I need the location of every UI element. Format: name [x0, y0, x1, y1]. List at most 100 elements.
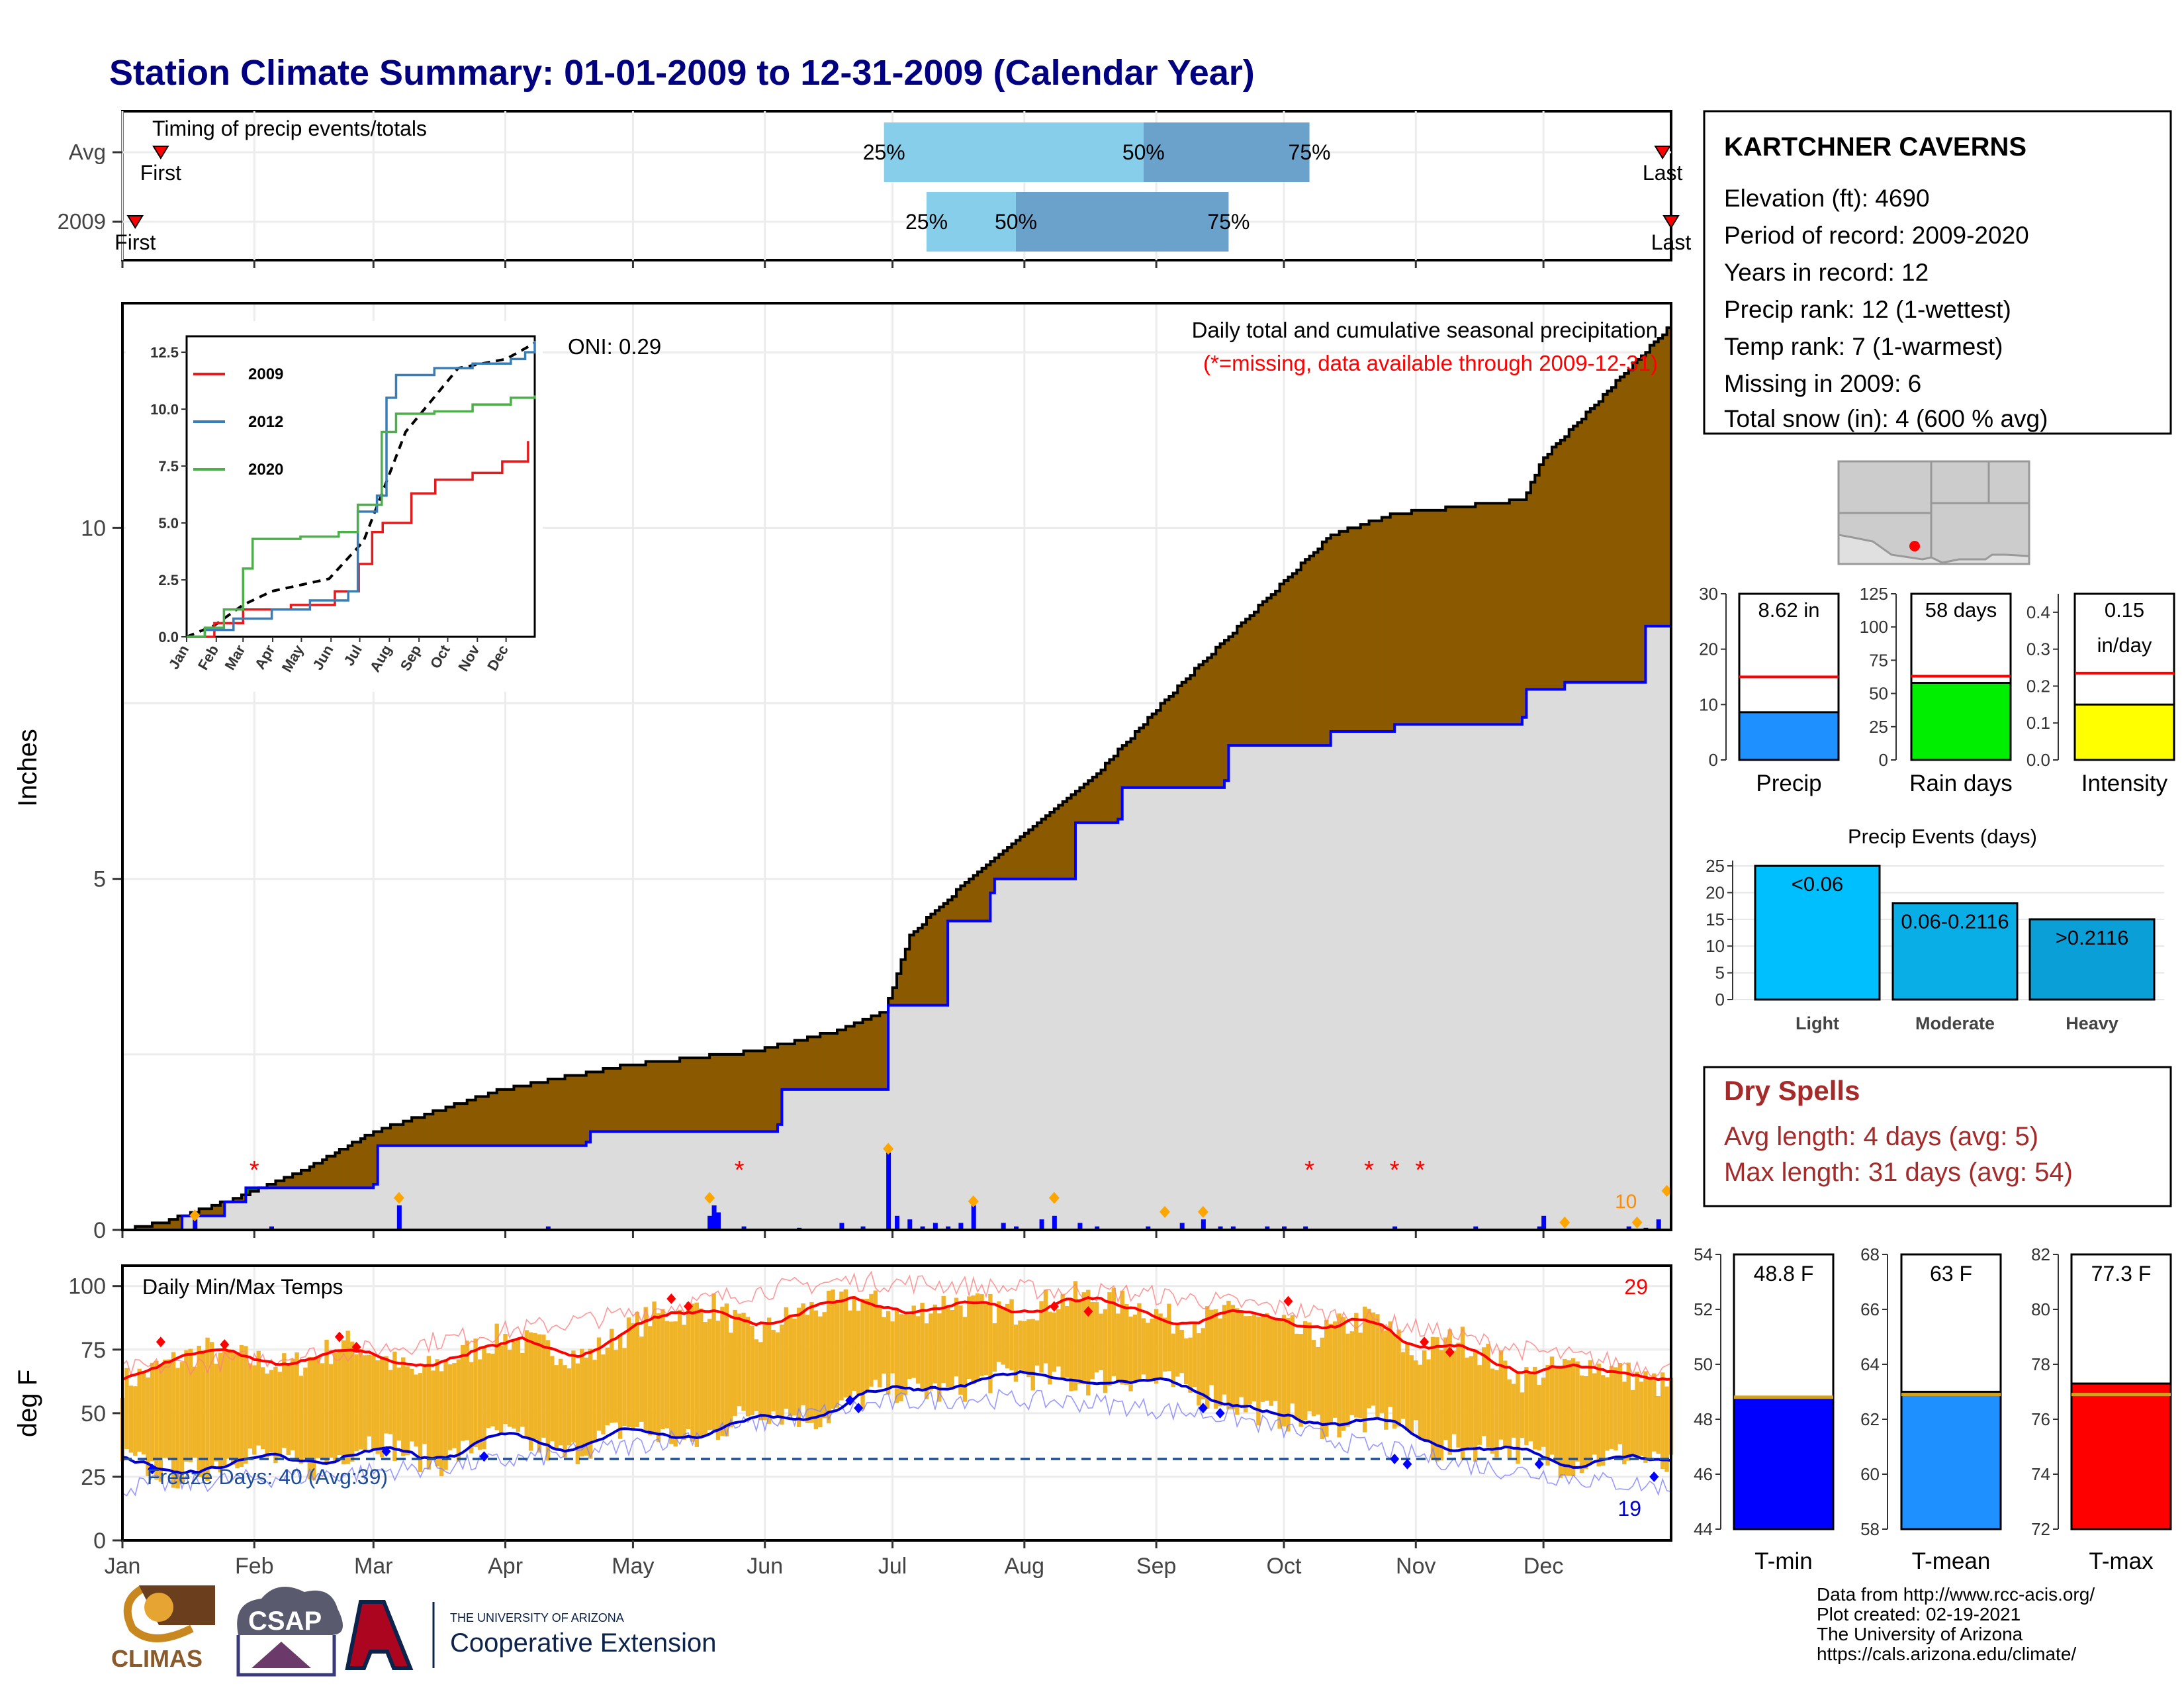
daily-temp-bar [1332, 1321, 1338, 1418]
month-label: Mar [354, 1554, 393, 1579]
daily-temp-bar [1052, 1312, 1057, 1372]
daily-temp-bar [882, 1317, 886, 1374]
daily-temp-bar [869, 1293, 874, 1387]
daily-temp-bar [971, 1295, 976, 1385]
daily-temp-bar [1111, 1288, 1116, 1376]
summary-bar-raindays [1910, 682, 2012, 761]
credit-line-created: Plot created: 02-19-2021 [1817, 1604, 2021, 1624]
inset-ytick-label: 10.0 [150, 401, 179, 418]
daily-temp-bar [975, 1293, 980, 1380]
events-ytick-label: 25 [1706, 856, 1725, 876]
credits: Data from http://www.rcc-acis.org/ Plot … [1817, 1584, 2095, 1664]
temp-summary-ytick-label: 68 [1860, 1244, 1880, 1264]
summary-value-label: 58 days [1925, 598, 1997, 622]
daily-temp-bar [1498, 1350, 1504, 1440]
daily-temp-bar [682, 1325, 686, 1440]
temps-count-max: 29 [1624, 1275, 1648, 1299]
daily-temp-bar [1358, 1333, 1363, 1419]
max-temp-record-marker [1420, 1336, 1430, 1348]
daily-temp-bar [273, 1366, 278, 1464]
daily-temp-bar [639, 1336, 644, 1422]
inset-ytick-label: 5.0 [158, 515, 179, 532]
daily-temp-bar [550, 1356, 555, 1442]
station-line-period: Period of record: 2009-2020 [1724, 222, 2029, 249]
credit-line-url: https://cals.arizona.edu/climate/ [1817, 1644, 2076, 1664]
max-temp-record-marker [684, 1301, 693, 1312]
daily-temp-bar [899, 1314, 903, 1401]
daily-temp-bar [1005, 1303, 1010, 1369]
events-bar-label: >0.2116 [2056, 926, 2129, 949]
daily-temp-bar [452, 1363, 457, 1448]
daily-temp-bar [392, 1351, 397, 1462]
daily-temp-bar [601, 1354, 606, 1434]
daily-temp-bar [1537, 1385, 1541, 1451]
precip-end-count: 10 [1615, 1191, 1637, 1213]
daily-temp-bar [1367, 1309, 1371, 1409]
daily-precip-bar [1541, 1215, 1547, 1230]
daily-temp-bar [239, 1344, 244, 1468]
daily-temp-bar [737, 1313, 742, 1407]
cumulative-2009-line [122, 624, 1671, 1231]
temp-summary-ytick-label: 76 [2031, 1409, 2050, 1429]
daily-temp-bar [141, 1373, 146, 1455]
daily-temp-bar [1379, 1323, 1385, 1413]
daily-temp-bar [1150, 1319, 1154, 1380]
daily-temp-bar [146, 1377, 150, 1476]
summary-ytick-label: 50 [1869, 684, 1888, 704]
daily-temp-bar [252, 1365, 257, 1455]
climas-logo: CLIMAS [111, 1585, 215, 1672]
daily-temp-bar [1230, 1305, 1236, 1409]
temp-summary-ytick-label: 66 [1860, 1299, 1880, 1319]
daily-temp-bar [1524, 1367, 1529, 1446]
daily-temp-bar [856, 1311, 861, 1395]
daily-temp-bar [1422, 1350, 1427, 1440]
daily-precip-bar [1282, 1226, 1287, 1230]
daily-temp-bar [1137, 1303, 1142, 1380]
events-bar-moderate [1891, 902, 2019, 1001]
daily-temp-bar [133, 1386, 138, 1456]
daily-temp-bar [911, 1305, 916, 1378]
temp-summary-ytick-label: 54 [1694, 1244, 1713, 1264]
daily-temp-bar [375, 1360, 380, 1454]
max-temp-record-marker [1283, 1295, 1293, 1307]
daily-temp-bar [733, 1309, 737, 1416]
daily-temp-bar [558, 1358, 563, 1446]
temps-ylabel: deg F [13, 1370, 42, 1437]
daily-temp-bar [588, 1348, 593, 1459]
cumulative-avg-line [122, 324, 1672, 1231]
max-temp-record-marker [1083, 1306, 1093, 1317]
daily-temp-bar [1222, 1305, 1227, 1395]
month-label: Jun [747, 1554, 783, 1579]
events-category-label: Moderate [1915, 1013, 1995, 1033]
temp-record-envelope [122, 1270, 1672, 1378]
daily-temp-bar [1018, 1320, 1023, 1370]
daily-precip-marker [1631, 1216, 1643, 1229]
station-line-missing: Missing in 2009: 6 [1724, 370, 1921, 397]
daily-temp-bar [1647, 1376, 1653, 1460]
daily-temp-bar [1465, 1357, 1469, 1449]
daily-precip-bar [1265, 1226, 1270, 1230]
daily-temp-bar [780, 1324, 784, 1425]
daily-temp-bar [762, 1325, 767, 1421]
timing-last-label: Last [1643, 161, 1683, 185]
daily-temp-bar [571, 1350, 576, 1442]
precip-panel: 0 5 10 * * * * * * Daily total and cumulative s… [13, 302, 1672, 1243]
daily-temp-bar [831, 1289, 835, 1409]
daily-temp-bar [439, 1371, 444, 1477]
daily-temp-bar [690, 1303, 695, 1442]
daily-precip-bar [1473, 1226, 1479, 1230]
daily-temp-bar [367, 1354, 372, 1436]
daily-temp-bar [1392, 1335, 1397, 1429]
daily-precip-bar [839, 1223, 844, 1230]
daily-temp-bar [1554, 1368, 1559, 1463]
daily-temp-bar [1273, 1319, 1278, 1401]
temp-summary-bar-tmean [1900, 1391, 2002, 1530]
summary-category-label: Intensity [2081, 771, 2168, 796]
daily-temp-bar [307, 1357, 312, 1479]
summary-ytick-label: 0.4 [2026, 602, 2050, 622]
daily-temp-bar [958, 1305, 963, 1395]
month-label: Jan [105, 1554, 141, 1579]
daily-precip-bar [933, 1223, 938, 1230]
summary-ytick-label: 125 [1860, 584, 1888, 604]
daily-temp-bar [907, 1315, 912, 1380]
